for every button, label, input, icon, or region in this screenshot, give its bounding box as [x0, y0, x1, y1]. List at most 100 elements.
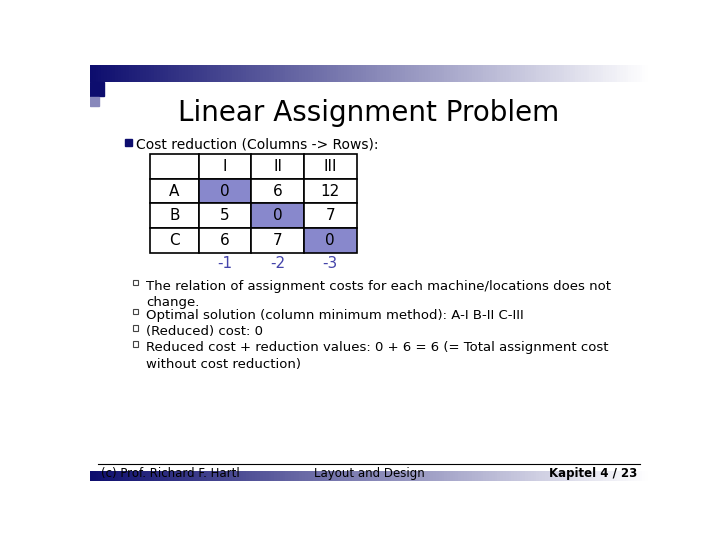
Bar [514, 470, 518, 481]
Bar [263, 470, 266, 481]
Bar [478, 65, 482, 82]
Bar [344, 470, 348, 481]
Text: Optimal solution (column minimum method): A-I B-II C-III: Optimal solution (column minimum method)… [145, 309, 523, 322]
Text: The relation of assignment costs for each machine/locations does not
change.: The relation of assignment costs for eac… [145, 280, 611, 309]
Bar [347, 470, 350, 481]
Text: -3: -3 [323, 256, 338, 271]
Bar [547, 65, 551, 82]
Bar [316, 470, 320, 481]
Bar [199, 204, 251, 228]
Bar [252, 470, 256, 481]
Bar [269, 65, 272, 82]
Bar [559, 470, 562, 481]
Bar [433, 470, 437, 481]
Bar [578, 65, 582, 82]
Bar [96, 470, 99, 481]
Bar [414, 65, 417, 82]
Bar [349, 65, 353, 82]
Bar [271, 65, 275, 82]
Bar [218, 65, 222, 82]
Bar [478, 470, 482, 481]
Text: (Reduced) cost: 0: (Reduced) cost: 0 [145, 325, 263, 338]
Bar [526, 65, 528, 82]
Text: 6: 6 [273, 184, 282, 199]
Bar [210, 65, 214, 82]
Bar [612, 65, 616, 82]
Bar [526, 470, 528, 481]
Bar [556, 65, 559, 82]
Text: -2: -2 [270, 256, 285, 271]
Bar [132, 280, 138, 285]
Bar [252, 65, 256, 82]
Bar [587, 470, 590, 481]
Bar [150, 204, 199, 228]
Bar [564, 65, 568, 82]
Bar [333, 65, 336, 82]
Bar [199, 470, 202, 481]
Bar [578, 470, 582, 481]
Bar [626, 65, 629, 82]
Bar [249, 470, 253, 481]
Bar [291, 65, 294, 82]
Bar [182, 470, 186, 481]
Bar [461, 470, 464, 481]
Bar [416, 65, 420, 82]
Bar [559, 65, 562, 82]
Bar [562, 65, 565, 82]
Text: 7: 7 [273, 233, 282, 248]
Bar [163, 470, 166, 481]
Bar [221, 65, 225, 82]
Bar [438, 65, 442, 82]
Bar [235, 65, 238, 82]
Bar [595, 65, 598, 82]
Bar [330, 470, 333, 481]
Text: III: III [323, 159, 337, 174]
Bar [285, 65, 289, 82]
Bar [467, 65, 470, 82]
Bar [352, 470, 356, 481]
Bar [338, 65, 342, 82]
Bar [138, 470, 141, 481]
Bar [224, 470, 228, 481]
Text: II: II [273, 159, 282, 174]
Bar [572, 470, 576, 481]
Bar [199, 65, 202, 82]
Bar [243, 470, 247, 481]
Bar [539, 65, 543, 82]
Bar [300, 470, 303, 481]
Bar [227, 65, 230, 82]
Bar [310, 470, 314, 481]
Bar [199, 154, 251, 179]
Bar [528, 65, 531, 82]
Bar [453, 65, 456, 82]
Text: 0: 0 [220, 184, 230, 199]
Bar [453, 470, 456, 481]
Bar [539, 470, 543, 481]
Bar [251, 154, 304, 179]
Bar [282, 65, 286, 82]
Bar [400, 65, 403, 82]
Bar [603, 470, 607, 481]
Bar [199, 179, 251, 204]
Bar [143, 65, 147, 82]
Bar [115, 470, 119, 481]
Bar [595, 470, 598, 481]
Bar [553, 65, 557, 82]
Bar [364, 65, 367, 82]
Bar [150, 228, 199, 253]
Text: Linear Assignment Problem: Linear Assignment Problem [179, 98, 559, 126]
Bar [428, 470, 431, 481]
Bar [531, 65, 534, 82]
Bar [617, 65, 621, 82]
Bar [374, 470, 378, 481]
Bar [327, 470, 330, 481]
Bar [511, 470, 515, 481]
Bar [355, 470, 359, 481]
Bar [422, 470, 426, 481]
Bar [380, 65, 384, 82]
Bar [336, 470, 339, 481]
Bar [90, 470, 94, 481]
Bar [581, 470, 585, 481]
Bar [575, 470, 579, 481]
Bar [129, 65, 132, 82]
